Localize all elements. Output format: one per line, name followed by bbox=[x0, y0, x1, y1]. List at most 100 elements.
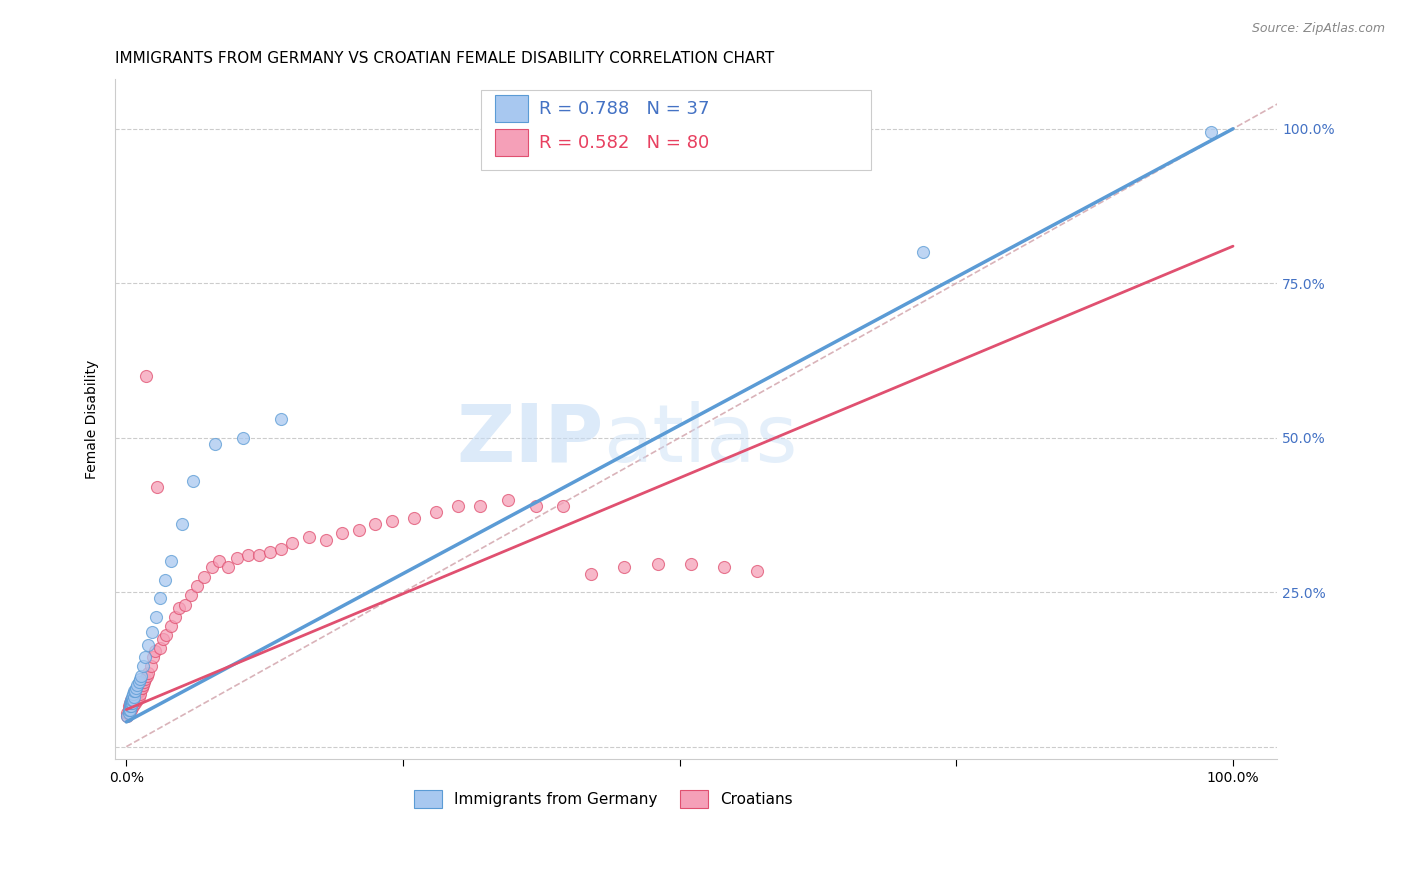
Point bbox=[122, 693, 145, 707]
Point bbox=[148, 591, 170, 606]
Point bbox=[131, 681, 153, 695]
Point bbox=[118, 702, 141, 716]
Point bbox=[129, 668, 152, 682]
Point bbox=[128, 684, 150, 698]
Point bbox=[121, 697, 143, 711]
Point bbox=[124, 697, 146, 711]
Point bbox=[138, 638, 160, 652]
Point bbox=[330, 526, 353, 541]
Text: R = 0.788   N = 37: R = 0.788 N = 37 bbox=[540, 100, 710, 118]
Point bbox=[122, 697, 145, 711]
Point bbox=[226, 551, 249, 566]
FancyBboxPatch shape bbox=[481, 89, 870, 169]
Point bbox=[120, 697, 142, 711]
Text: R = 0.582   N = 80: R = 0.582 N = 80 bbox=[540, 134, 710, 152]
Point bbox=[236, 548, 259, 562]
Point bbox=[124, 690, 146, 705]
Point bbox=[200, 560, 222, 574]
Point bbox=[117, 702, 139, 716]
Point bbox=[270, 541, 292, 556]
Point bbox=[364, 517, 387, 532]
Point bbox=[259, 545, 281, 559]
Point bbox=[121, 690, 143, 705]
Point bbox=[134, 650, 156, 665]
Text: Source: ZipAtlas.com: Source: ZipAtlas.com bbox=[1251, 22, 1385, 36]
Point bbox=[470, 499, 492, 513]
Text: ZIP: ZIP bbox=[456, 401, 603, 479]
Point bbox=[912, 245, 935, 260]
Point bbox=[122, 697, 145, 711]
Point bbox=[117, 706, 139, 720]
Point bbox=[128, 672, 150, 686]
Point bbox=[404, 511, 426, 525]
Point bbox=[120, 702, 142, 716]
Point bbox=[125, 681, 148, 695]
Point bbox=[217, 560, 239, 574]
Point bbox=[118, 699, 141, 714]
Point bbox=[496, 492, 519, 507]
Point bbox=[152, 632, 174, 646]
Point bbox=[127, 693, 149, 707]
Point bbox=[524, 499, 547, 513]
Point bbox=[347, 524, 370, 538]
Point bbox=[121, 693, 143, 707]
Point bbox=[579, 566, 602, 581]
Point bbox=[281, 535, 304, 549]
Point bbox=[120, 699, 142, 714]
Point bbox=[121, 697, 143, 711]
Legend: Immigrants from Germany, Croatians: Immigrants from Germany, Croatians bbox=[408, 784, 799, 814]
Point bbox=[121, 693, 143, 707]
Point bbox=[232, 431, 254, 445]
Point bbox=[142, 650, 165, 665]
Point bbox=[425, 505, 447, 519]
Point bbox=[117, 706, 139, 720]
Point bbox=[713, 560, 735, 574]
Point bbox=[132, 678, 155, 692]
Point bbox=[121, 699, 143, 714]
Point bbox=[120, 693, 142, 707]
Point bbox=[159, 554, 181, 568]
Point bbox=[613, 560, 636, 574]
Point bbox=[127, 687, 149, 701]
Point bbox=[122, 693, 145, 707]
Point bbox=[148, 640, 170, 655]
Point bbox=[117, 699, 139, 714]
Point bbox=[145, 610, 167, 624]
Point bbox=[647, 558, 669, 572]
Point bbox=[141, 625, 163, 640]
Point bbox=[122, 684, 145, 698]
Text: IMMIGRANTS FROM GERMANY VS CROATIAN FEMALE DISABILITY CORRELATION CHART: IMMIGRANTS FROM GERMANY VS CROATIAN FEMA… bbox=[115, 51, 775, 66]
Point bbox=[247, 548, 270, 562]
Point bbox=[118, 699, 141, 714]
Point bbox=[139, 659, 162, 673]
Point bbox=[128, 690, 150, 705]
Point bbox=[208, 554, 231, 568]
Point bbox=[118, 702, 141, 716]
Point bbox=[122, 687, 145, 701]
Point bbox=[117, 708, 139, 723]
Point bbox=[163, 610, 186, 624]
FancyBboxPatch shape bbox=[495, 95, 527, 122]
Point bbox=[447, 499, 470, 513]
Point bbox=[117, 706, 139, 720]
Point bbox=[174, 598, 197, 612]
Point bbox=[679, 558, 702, 572]
Point bbox=[186, 579, 208, 593]
Point bbox=[146, 480, 169, 494]
Point bbox=[117, 708, 139, 723]
Point bbox=[134, 672, 156, 686]
Point bbox=[270, 412, 292, 426]
Point bbox=[122, 693, 145, 707]
Point bbox=[143, 644, 166, 658]
Point bbox=[125, 690, 148, 705]
Point bbox=[120, 697, 142, 711]
Point bbox=[128, 674, 150, 689]
Point bbox=[136, 668, 159, 682]
Point bbox=[122, 690, 145, 705]
Point bbox=[153, 573, 176, 587]
FancyBboxPatch shape bbox=[495, 129, 527, 156]
Point bbox=[180, 588, 202, 602]
Text: atlas: atlas bbox=[603, 401, 797, 479]
Point bbox=[125, 693, 148, 707]
Point bbox=[118, 697, 141, 711]
